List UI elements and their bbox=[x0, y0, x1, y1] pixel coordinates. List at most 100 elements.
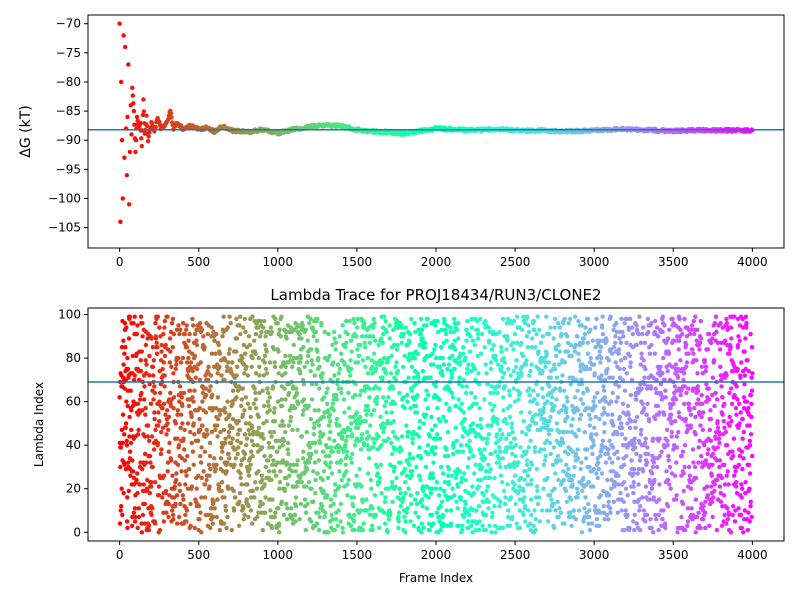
lambda-point bbox=[179, 395, 184, 400]
lambda-point bbox=[650, 436, 656, 441]
lambda-point bbox=[492, 495, 497, 500]
lambda-point bbox=[552, 362, 557, 367]
lambda-point bbox=[542, 447, 547, 452]
lambda-point bbox=[122, 321, 128, 326]
lambda-point bbox=[384, 329, 389, 335]
lambda-point bbox=[665, 368, 670, 374]
lambda-point bbox=[727, 390, 732, 396]
lambda-point bbox=[724, 473, 729, 478]
lambda-point bbox=[222, 495, 227, 500]
lambda-point bbox=[485, 440, 490, 446]
lambda-point bbox=[191, 462, 196, 467]
lambda-point bbox=[549, 395, 555, 400]
x-tick-label: 0 bbox=[116, 255, 124, 269]
lambda-point bbox=[486, 499, 491, 504]
lambda-point bbox=[125, 525, 130, 531]
lambda-point bbox=[376, 434, 381, 439]
lambda-point bbox=[706, 447, 711, 452]
lambda-point bbox=[450, 486, 455, 491]
lambda-point bbox=[308, 519, 314, 524]
lambda-point bbox=[618, 340, 623, 345]
lambda-point bbox=[703, 368, 708, 374]
lambda-point bbox=[532, 397, 537, 402]
lambda-point bbox=[620, 425, 625, 430]
lambda-point bbox=[343, 462, 348, 467]
lambda-point bbox=[353, 392, 358, 398]
lambda-point bbox=[330, 517, 335, 522]
lambda-point bbox=[587, 423, 592, 428]
lambda-point bbox=[631, 466, 637, 472]
lambda-point bbox=[527, 392, 532, 398]
lambda-point bbox=[632, 512, 637, 518]
lambda-point bbox=[377, 480, 382, 485]
lambda-point bbox=[709, 499, 715, 504]
lambda-point bbox=[622, 321, 627, 326]
lambda-point bbox=[151, 397, 156, 402]
lambda-point bbox=[166, 449, 171, 454]
lambda-point bbox=[297, 371, 303, 376]
lambda-point bbox=[597, 349, 602, 354]
lambda-point bbox=[130, 469, 136, 474]
lambda-point bbox=[242, 432, 248, 437]
lambda-point bbox=[718, 364, 723, 369]
lambda-point bbox=[316, 527, 322, 533]
lambda-point bbox=[389, 480, 395, 485]
lambda-point bbox=[555, 499, 560, 504]
lambda-point bbox=[337, 423, 342, 428]
lambda-point bbox=[376, 342, 381, 348]
lambda-point bbox=[126, 460, 131, 465]
lambda-point bbox=[399, 434, 405, 439]
lambda-point bbox=[241, 456, 247, 461]
lambda-point bbox=[459, 401, 464, 406]
lambda-point bbox=[432, 347, 437, 352]
lambda-point bbox=[716, 436, 722, 441]
lambda-point bbox=[188, 429, 193, 435]
delta-g-point bbox=[169, 115, 174, 120]
lambda-point bbox=[142, 397, 147, 402]
lambda-point bbox=[380, 421, 386, 426]
lambda-point bbox=[714, 329, 719, 335]
lambda-point bbox=[599, 471, 605, 476]
lambda-point bbox=[365, 371, 371, 376]
lambda-point bbox=[425, 316, 430, 322]
lambda-point bbox=[573, 517, 578, 522]
lambda-point bbox=[586, 316, 591, 322]
lambda-point bbox=[132, 373, 137, 378]
lambda-point bbox=[701, 410, 706, 415]
lambda-point bbox=[570, 482, 575, 487]
lambda-point bbox=[160, 406, 165, 411]
lambda-point bbox=[231, 488, 236, 494]
lambda-point bbox=[240, 412, 246, 417]
lambda-point bbox=[717, 347, 723, 352]
lambda-point bbox=[477, 519, 482, 524]
lambda-point bbox=[599, 373, 604, 378]
lambda-point bbox=[135, 432, 141, 437]
lambda-point bbox=[514, 521, 519, 526]
lambda-point bbox=[364, 497, 369, 502]
lambda-point bbox=[280, 443, 285, 448]
lambda-point bbox=[401, 395, 406, 400]
delta-g-point bbox=[153, 124, 158, 130]
lambda-point bbox=[277, 530, 282, 535]
lambda-point bbox=[272, 360, 277, 365]
lambda-point bbox=[186, 355, 191, 361]
lambda-point bbox=[500, 456, 505, 461]
lambda-point bbox=[434, 432, 440, 437]
lambda-point bbox=[601, 384, 606, 389]
lambda-point bbox=[641, 406, 647, 411]
lambda-point bbox=[136, 377, 142, 383]
lambda-point bbox=[657, 410, 662, 415]
lambda-point bbox=[732, 473, 737, 478]
lambda-point bbox=[333, 517, 339, 522]
lambda-point bbox=[348, 358, 353, 363]
lambda-point bbox=[499, 345, 504, 350]
lambda-point bbox=[176, 323, 181, 328]
lambda-point bbox=[465, 519, 471, 524]
lambda-point bbox=[472, 471, 477, 476]
lambda-point bbox=[576, 351, 581, 356]
delta-g-point bbox=[126, 62, 131, 67]
lambda-point bbox=[367, 340, 373, 345]
lambda-point bbox=[471, 453, 476, 459]
lambda-point bbox=[439, 368, 445, 374]
lambda-point bbox=[617, 366, 622, 372]
